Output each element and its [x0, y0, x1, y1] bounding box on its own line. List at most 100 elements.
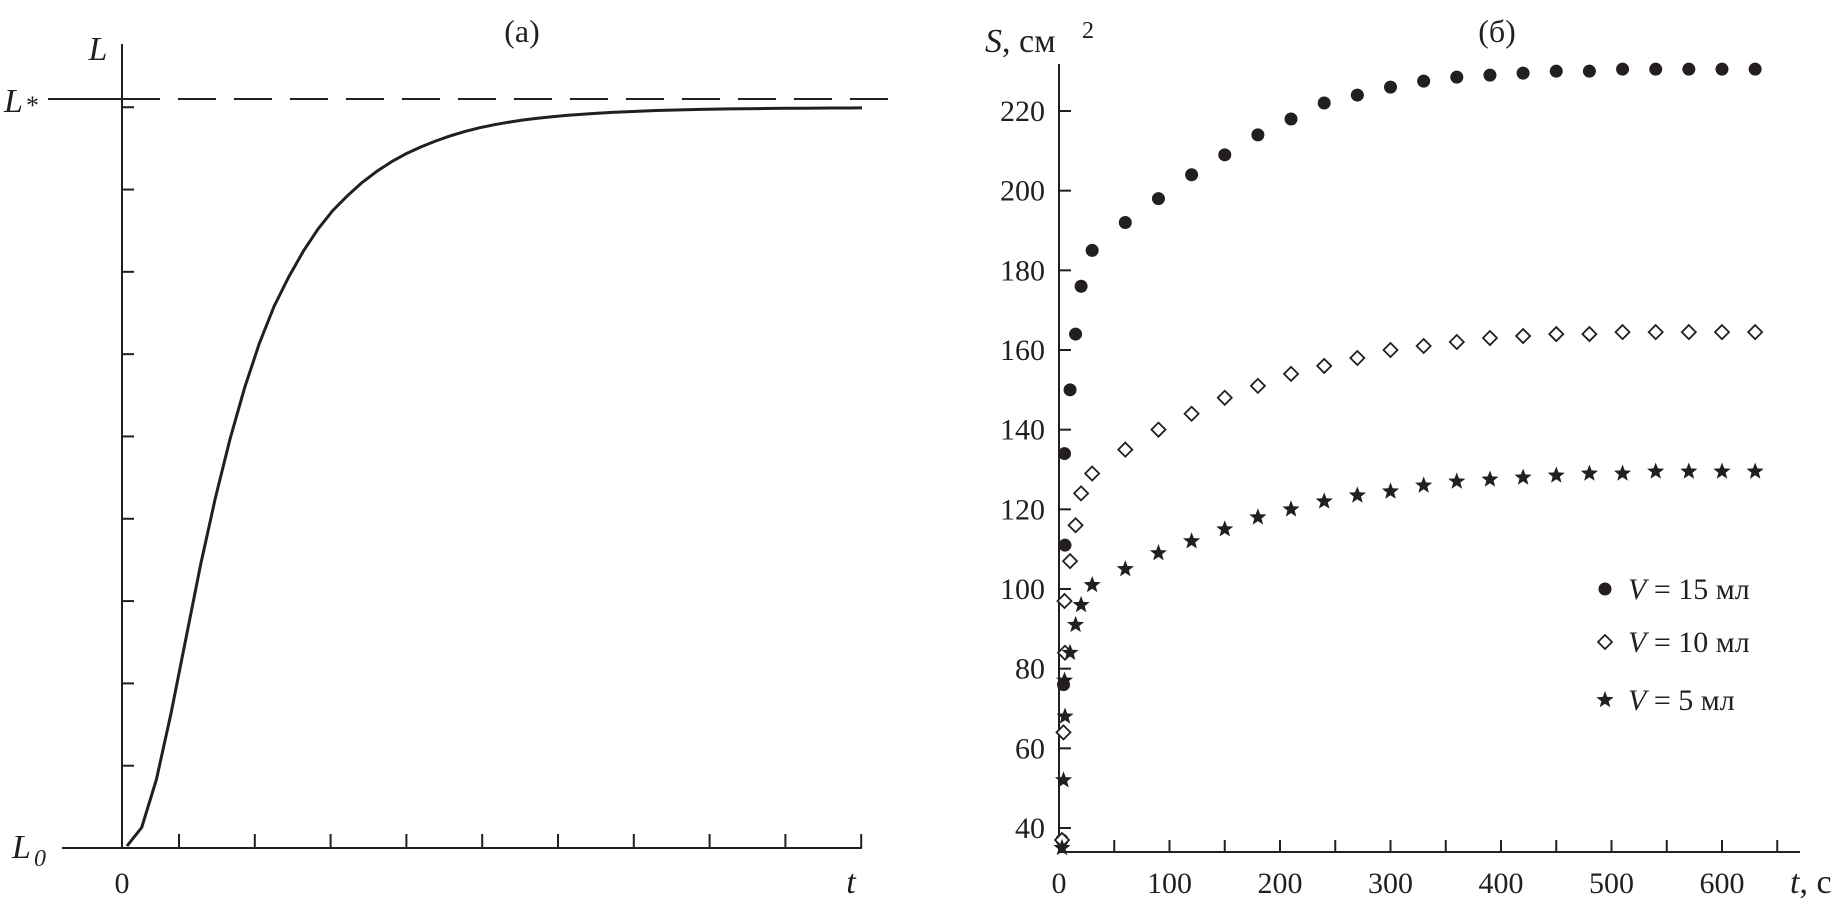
data-point [1481, 329, 1499, 347]
data-point [1317, 96, 1331, 110]
data-point [1069, 327, 1083, 341]
legend-item: V = 10 мл [1596, 626, 1750, 659]
data-point [1381, 482, 1400, 499]
data-point [1713, 462, 1731, 479]
data-point [1183, 405, 1200, 423]
data-point [1315, 357, 1333, 375]
data-point [1151, 192, 1165, 206]
data-point [1614, 323, 1631, 341]
data-point [1547, 325, 1565, 343]
data-point [1284, 112, 1298, 126]
panel-a-title: (a) [504, 13, 540, 49]
y-tick-label-l0-sub: 0 [34, 846, 46, 872]
legend-item: V = 15 мл [1598, 573, 1750, 606]
data-point [1118, 216, 1132, 230]
data-point [1384, 80, 1397, 94]
panel-a-y-tick-label-top: L * [3, 83, 39, 120]
data-point [1117, 441, 1134, 458]
legend-item: V = 5 мл [1596, 684, 1735, 717]
panel-a-curve [125, 106, 863, 847]
data-point [1680, 462, 1698, 479]
legend-marker [1598, 582, 1612, 596]
panel-b-y-tick-label: 60 [1015, 732, 1045, 765]
data-point [1054, 771, 1073, 788]
panel-b-y-tick-label: 100 [1000, 573, 1045, 606]
panel-a-x-axis-label: t [846, 864, 857, 901]
legend-label: V = 5 мл [1628, 684, 1735, 717]
legend: V = 15 мл V = 10 мл V = 5 мл [1596, 573, 1750, 717]
data-point [1218, 148, 1232, 162]
data-point [1183, 532, 1201, 549]
data-point [1315, 492, 1333, 509]
data-point [1185, 168, 1199, 182]
data-point [1682, 62, 1696, 76]
data-point [1216, 520, 1234, 537]
panel-b-x-tick-label: 0 [1052, 867, 1067, 900]
data-point [1083, 465, 1101, 482]
data-point [1647, 323, 1664, 341]
data-point [1282, 500, 1300, 517]
panel-b-title: (б) [1478, 13, 1516, 49]
data-point [1058, 538, 1072, 552]
data-point [1061, 643, 1079, 660]
data-point [1616, 62, 1630, 76]
data-point [1547, 466, 1565, 483]
panel-b-x-axis-label: t, с [1790, 864, 1832, 901]
data-point [1448, 472, 1466, 489]
panel-b-x-tick-label: 200 [1258, 867, 1303, 900]
data-point [1085, 243, 1099, 257]
data-point [1074, 279, 1088, 293]
panel-b-y-tick-label: 200 [1000, 175, 1045, 208]
data-point [1149, 544, 1167, 561]
data-point [1249, 508, 1267, 525]
series-1 [1055, 62, 1762, 847]
data-point [1350, 88, 1364, 102]
panel-b-y-axis-label: S, см 2 [985, 18, 1094, 60]
data-point [1580, 464, 1598, 481]
data-point [1251, 128, 1265, 142]
legend-label: V = 15 мл [1628, 573, 1750, 606]
data-point [1746, 323, 1764, 341]
panel-b-y-tick-label: 220 [1000, 95, 1045, 128]
data-point [1715, 62, 1729, 76]
data-point [1746, 462, 1764, 479]
legend-marker [1596, 633, 1614, 651]
panel-b-x-tick-label: 600 [1700, 867, 1745, 900]
panel-a-y-tick-label-bottom: L 0 [11, 829, 46, 872]
panel-a-y-axis-label: L [88, 31, 108, 68]
data-point [1516, 66, 1530, 80]
panel-a-x-tick-zero: 0 [115, 867, 130, 900]
data-point [1415, 337, 1432, 355]
data-point [1150, 421, 1167, 438]
data-point [1649, 62, 1663, 76]
y-tick-label-lstar-main: L [3, 83, 23, 120]
data-point [1582, 64, 1596, 78]
legend-label: V = 10 мл [1628, 626, 1750, 659]
panel-b-x-tick-label: 500 [1589, 867, 1634, 900]
panel-b-y-tick-label: 120 [1000, 493, 1045, 526]
data-point [1056, 592, 1073, 610]
data-point [1053, 838, 1071, 856]
data-point [1349, 349, 1366, 367]
data-point [1058, 447, 1072, 461]
data-point [1748, 62, 1762, 76]
data-point [1056, 671, 1074, 688]
y-tick-label-l0-main: L [11, 829, 31, 866]
y-axis-label-main: S, см [985, 23, 1056, 60]
panel-b-y-tick-label: 140 [1000, 414, 1045, 447]
data-point [1448, 333, 1466, 351]
data-point [1072, 595, 1090, 613]
data-point [1713, 323, 1731, 341]
data-point [1450, 70, 1464, 84]
data-point [1083, 576, 1101, 593]
data-point [1549, 64, 1563, 78]
data-point [1415, 476, 1433, 493]
panel-b-y-tick-label: 180 [1000, 254, 1045, 287]
panel-b-x-tick-label: 300 [1368, 867, 1413, 900]
legend-marker [1596, 691, 1614, 708]
data-point [1061, 552, 1079, 570]
data-point [1680, 323, 1698, 341]
series-2 [1053, 323, 1764, 849]
series-3 [1053, 462, 1764, 856]
